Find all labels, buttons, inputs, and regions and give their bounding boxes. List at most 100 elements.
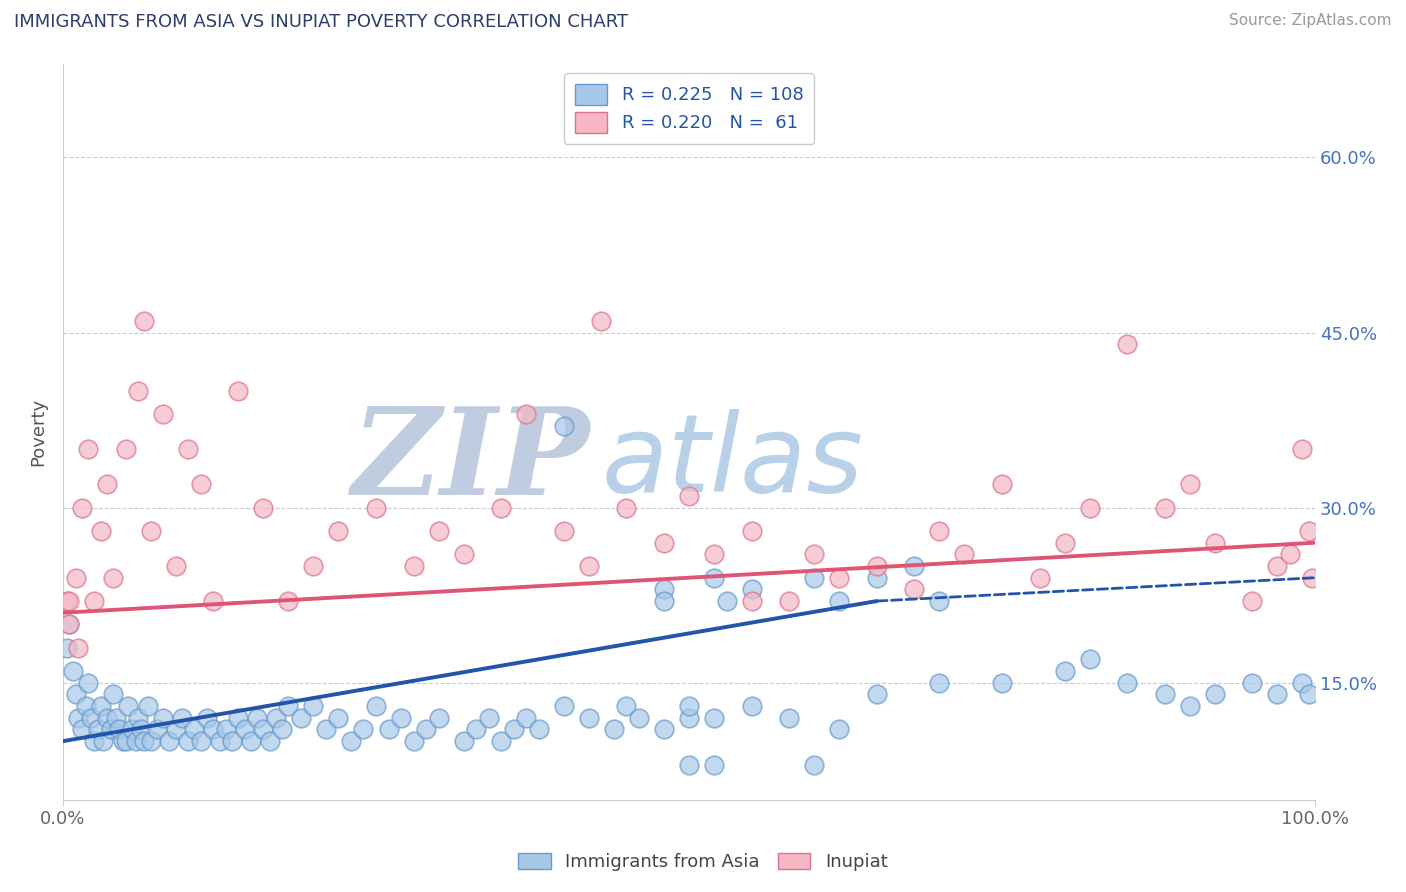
Point — [1178, 477, 1201, 491]
Point — [65, 688, 87, 702]
Text: ZIP: ZIP — [350, 402, 589, 520]
Point — [252, 723, 274, 737]
Point — [502, 723, 524, 737]
Point — [165, 559, 187, 574]
Point — [803, 757, 825, 772]
Point — [652, 723, 675, 737]
Point — [603, 723, 626, 737]
Point — [70, 500, 93, 515]
Point — [678, 699, 700, 714]
Point — [627, 711, 650, 725]
Point — [515, 711, 537, 725]
Point — [553, 699, 575, 714]
Point — [302, 559, 325, 574]
Point — [1291, 675, 1313, 690]
Y-axis label: Poverty: Poverty — [30, 398, 46, 466]
Point — [108, 723, 131, 737]
Point — [328, 524, 350, 538]
Point — [1204, 688, 1226, 702]
Point — [866, 559, 889, 574]
Point — [195, 711, 218, 725]
Point — [134, 734, 156, 748]
Point — [56, 640, 79, 655]
Point — [678, 757, 700, 772]
Point — [83, 594, 105, 608]
Point — [202, 594, 225, 608]
Point — [1298, 688, 1320, 702]
Point — [778, 711, 800, 725]
Point — [233, 723, 256, 737]
Point — [364, 500, 387, 515]
Point — [465, 723, 488, 737]
Point — [515, 407, 537, 421]
Point — [177, 442, 200, 457]
Point — [190, 477, 212, 491]
Point — [136, 699, 159, 714]
Point — [62, 664, 84, 678]
Point — [427, 711, 450, 725]
Point — [741, 594, 763, 608]
Point — [553, 419, 575, 434]
Point — [453, 547, 475, 561]
Point — [903, 582, 925, 597]
Point — [159, 734, 181, 748]
Point — [67, 711, 90, 725]
Point — [56, 594, 79, 608]
Point — [124, 734, 146, 748]
Point — [96, 477, 118, 491]
Point — [1116, 675, 1139, 690]
Point — [527, 723, 550, 737]
Point — [67, 640, 90, 655]
Point — [302, 699, 325, 714]
Point — [703, 757, 725, 772]
Point — [340, 734, 363, 748]
Point — [183, 723, 205, 737]
Point — [127, 384, 149, 398]
Point — [1116, 337, 1139, 351]
Point — [1278, 547, 1301, 561]
Point — [328, 711, 350, 725]
Point — [1267, 559, 1289, 574]
Point — [264, 711, 287, 725]
Point — [928, 594, 950, 608]
Point — [190, 734, 212, 748]
Point — [828, 723, 851, 737]
Point — [1204, 535, 1226, 549]
Point — [453, 734, 475, 748]
Point — [741, 582, 763, 597]
Point — [91, 734, 114, 748]
Point — [427, 524, 450, 538]
Point — [87, 723, 110, 737]
Point — [803, 547, 825, 561]
Point — [101, 688, 124, 702]
Point — [112, 734, 135, 748]
Point — [100, 723, 122, 737]
Point — [778, 594, 800, 608]
Point — [139, 734, 162, 748]
Point — [866, 571, 889, 585]
Point — [703, 571, 725, 585]
Point — [75, 699, 97, 714]
Point — [104, 711, 127, 725]
Point — [1153, 688, 1175, 702]
Point — [828, 594, 851, 608]
Point — [259, 734, 281, 748]
Point — [828, 571, 851, 585]
Point — [77, 675, 100, 690]
Point — [127, 711, 149, 725]
Point — [90, 524, 112, 538]
Point — [1053, 535, 1076, 549]
Point — [578, 711, 600, 725]
Legend: R = 0.225   N = 108, R = 0.220   N =  61: R = 0.225 N = 108, R = 0.220 N = 61 — [564, 73, 814, 144]
Point — [991, 477, 1014, 491]
Point — [591, 314, 613, 328]
Point — [364, 699, 387, 714]
Point — [415, 723, 437, 737]
Point — [58, 617, 80, 632]
Point — [928, 675, 950, 690]
Point — [703, 711, 725, 725]
Point — [146, 723, 169, 737]
Point — [208, 734, 231, 748]
Point — [1053, 664, 1076, 678]
Point — [226, 711, 249, 725]
